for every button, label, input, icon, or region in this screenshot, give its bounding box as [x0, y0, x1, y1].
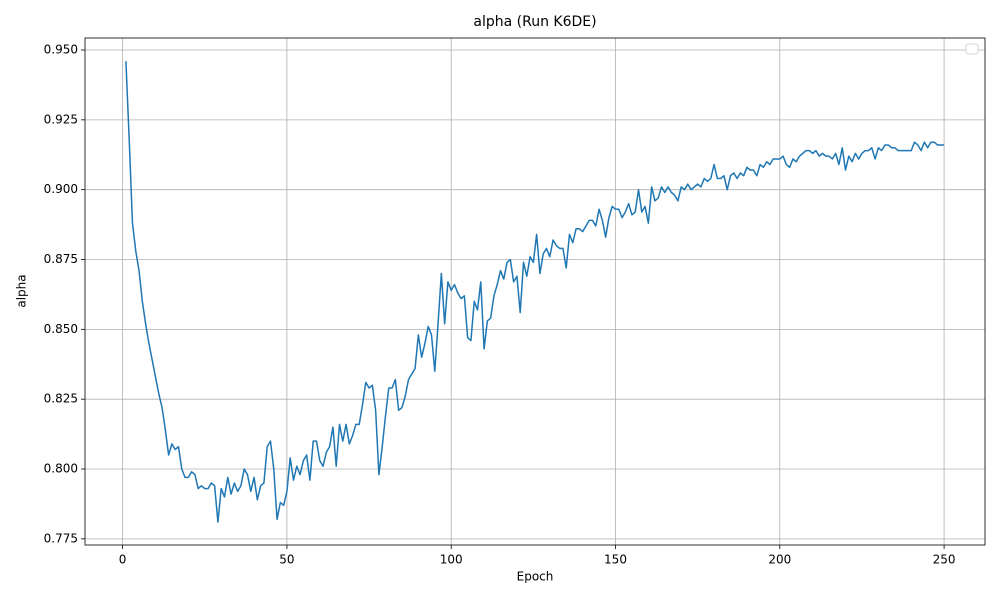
- y-tick-label: 0.825: [44, 392, 78, 406]
- x-tick-label: 150: [604, 553, 627, 567]
- y-tick-label: 0.800: [44, 462, 78, 476]
- y-tick-label: 0.925: [44, 112, 78, 126]
- plot-frame: [84, 37, 986, 546]
- legend-box: [965, 43, 979, 55]
- y-tick-label: 0.775: [44, 531, 78, 545]
- y-tick-label: 0.875: [44, 252, 78, 266]
- chart-title: alpha (Run K6DE): [473, 14, 596, 30]
- y-axis-label: alpha: [15, 274, 29, 307]
- x-axis-label: Epoch: [517, 570, 554, 584]
- y-tick-label: 0.950: [44, 43, 78, 57]
- x-tick-label: 0: [119, 553, 127, 567]
- y-tick-label: 0.850: [44, 322, 78, 336]
- x-tick-label: 250: [933, 553, 956, 567]
- x-tick-label: 50: [279, 553, 294, 567]
- x-tick-label: 200: [768, 553, 791, 567]
- y-tick-label: 0.900: [44, 182, 78, 196]
- x-tick-label: 100: [440, 553, 463, 567]
- line-series: [125, 61, 945, 523]
